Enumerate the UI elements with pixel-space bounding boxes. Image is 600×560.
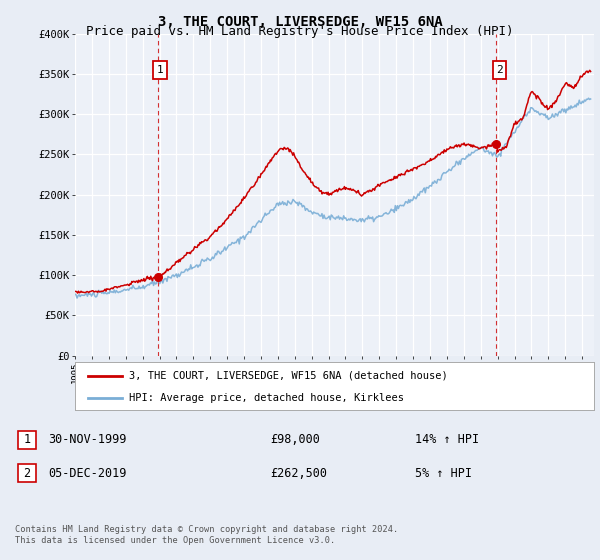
FancyBboxPatch shape (153, 61, 167, 78)
Text: 5% ↑ HPI: 5% ↑ HPI (415, 466, 472, 480)
Text: 2: 2 (23, 466, 31, 480)
Text: 3, THE COURT, LIVERSEDGE, WF15 6NA (detached house): 3, THE COURT, LIVERSEDGE, WF15 6NA (deta… (130, 371, 448, 381)
Text: 30-NOV-1999: 30-NOV-1999 (48, 433, 127, 446)
Text: 14% ↑ HPI: 14% ↑ HPI (415, 433, 479, 446)
Text: 2: 2 (496, 65, 503, 75)
Text: HPI: Average price, detached house, Kirklees: HPI: Average price, detached house, Kirk… (130, 393, 404, 403)
FancyBboxPatch shape (18, 431, 36, 449)
Text: 3, THE COURT, LIVERSEDGE, WF15 6NA: 3, THE COURT, LIVERSEDGE, WF15 6NA (158, 15, 442, 29)
Text: Contains HM Land Registry data © Crown copyright and database right 2024.
This d: Contains HM Land Registry data © Crown c… (15, 525, 398, 545)
Text: £98,000: £98,000 (270, 433, 320, 446)
FancyBboxPatch shape (18, 464, 36, 482)
Text: 1: 1 (157, 65, 163, 75)
Text: Price paid vs. HM Land Registry's House Price Index (HPI): Price paid vs. HM Land Registry's House … (86, 25, 514, 38)
Text: £262,500: £262,500 (270, 466, 327, 480)
Text: 1: 1 (23, 433, 31, 446)
FancyBboxPatch shape (493, 61, 506, 78)
Text: 05-DEC-2019: 05-DEC-2019 (48, 466, 127, 480)
